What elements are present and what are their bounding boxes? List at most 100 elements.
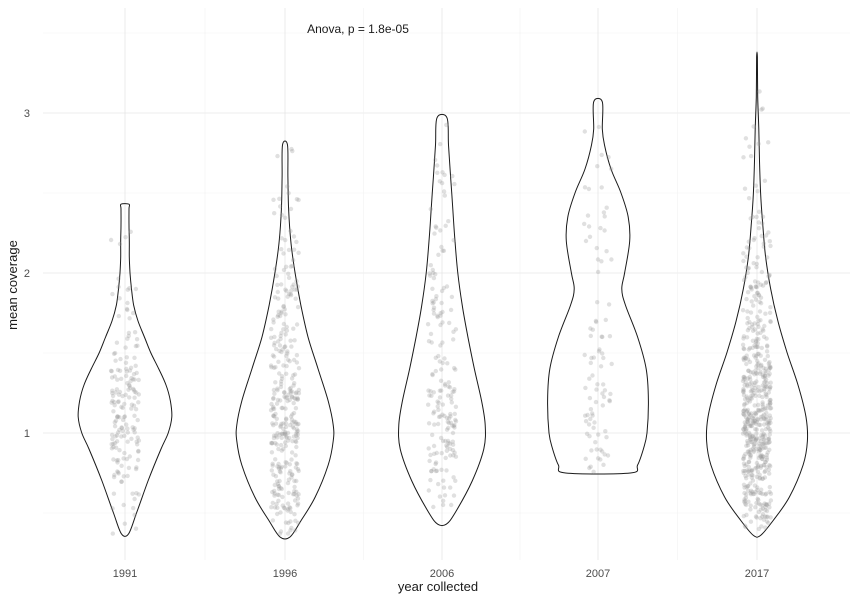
data-point (431, 305, 437, 310)
data-point (753, 466, 758, 471)
data-point (753, 370, 759, 376)
data-point (119, 434, 124, 439)
data-point (754, 427, 759, 432)
data-point (133, 407, 139, 412)
data-point (766, 419, 771, 424)
data-point (763, 311, 768, 316)
data-point (440, 309, 445, 315)
data-point (764, 452, 769, 458)
data-point (766, 230, 771, 235)
data-point (434, 450, 439, 456)
data-point (764, 394, 769, 399)
data-point (124, 422, 129, 427)
data-point (433, 461, 438, 467)
data-point (431, 411, 436, 416)
data-point (291, 357, 297, 363)
data-point (279, 247, 284, 252)
data-point (435, 313, 440, 318)
data-point (747, 435, 753, 440)
data-point (763, 426, 769, 432)
data-point (767, 447, 772, 452)
data-point (272, 295, 278, 300)
data-point (742, 424, 747, 430)
data-point (285, 349, 290, 354)
data-point (278, 466, 284, 471)
data-point (284, 460, 289, 466)
data-point (758, 516, 763, 521)
data-point (767, 310, 773, 315)
data-point (276, 309, 281, 314)
data-point (284, 434, 289, 439)
data-point (767, 439, 772, 445)
data-point (749, 287, 754, 292)
data-point (443, 455, 448, 461)
data-point (753, 368, 758, 373)
data-point (112, 424, 118, 429)
data-point (748, 422, 753, 427)
data-point (296, 250, 301, 255)
data-point (122, 401, 127, 407)
data-point (743, 428, 749, 433)
data-point (271, 354, 277, 359)
data-point (291, 434, 297, 439)
data-point (432, 157, 438, 163)
data-point (760, 372, 765, 377)
data-point (768, 416, 773, 421)
data-point (759, 362, 764, 368)
data-point (115, 367, 121, 373)
data-point (600, 449, 605, 454)
data-point (760, 400, 765, 405)
data-point (109, 432, 115, 438)
data-point (748, 284, 753, 289)
data-point (135, 435, 140, 440)
data-point (278, 204, 283, 209)
data-point (445, 419, 450, 424)
data-point (448, 411, 453, 417)
data-point (765, 514, 770, 519)
data-point (607, 399, 612, 404)
data-point (124, 306, 130, 312)
data-point (755, 487, 760, 493)
data-point (278, 424, 283, 429)
data-point (740, 342, 746, 347)
data-point (275, 289, 280, 295)
data-point (764, 502, 769, 508)
data-point (279, 374, 285, 379)
data-point (283, 520, 289, 525)
data-point (604, 205, 609, 210)
data-point (131, 427, 136, 432)
data-point (126, 382, 132, 388)
data-point (290, 424, 296, 429)
data-point (757, 453, 763, 458)
data-point (596, 349, 602, 354)
data-point (452, 387, 457, 392)
x-tick-label: 2017 (745, 568, 769, 580)
data-point (757, 443, 762, 449)
data-point (762, 406, 768, 411)
data-point (287, 462, 292, 467)
data-point (275, 479, 280, 484)
data-point (277, 478, 282, 484)
data-point (750, 338, 756, 343)
data-point (746, 451, 752, 456)
data-point (444, 427, 450, 432)
data-point (756, 422, 762, 427)
data-point (288, 528, 293, 533)
data-point (271, 387, 277, 393)
data-point (283, 464, 288, 469)
data-point (113, 390, 119, 395)
data-point (762, 437, 767, 442)
data-point (276, 296, 281, 301)
data-point (756, 402, 761, 408)
data-point (753, 340, 759, 345)
data-point (767, 399, 772, 404)
data-point (281, 363, 286, 368)
data-point (748, 389, 754, 394)
data-point (754, 265, 759, 270)
data-point (428, 273, 433, 278)
data-point (595, 257, 601, 262)
data-point (125, 300, 130, 306)
data-point (293, 296, 298, 301)
data-point (429, 468, 434, 474)
grid (43, 8, 850, 560)
